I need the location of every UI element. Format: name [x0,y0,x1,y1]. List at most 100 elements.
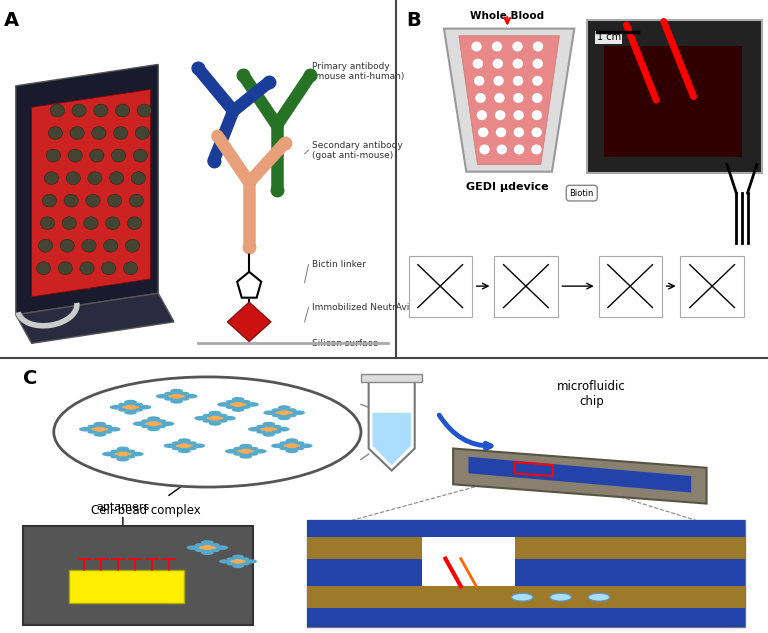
Circle shape [180,392,189,395]
Circle shape [108,194,122,207]
Text: Primary antibody
(mouse anti-human): Primary antibody (mouse anti-human) [313,62,405,81]
Text: G: G [346,591,356,604]
Circle shape [114,127,127,139]
Circle shape [50,104,65,117]
Circle shape [138,405,151,410]
Circle shape [82,239,96,252]
Circle shape [271,444,284,448]
FancyBboxPatch shape [598,256,662,316]
Circle shape [102,452,115,456]
Circle shape [253,449,266,454]
Circle shape [494,93,505,103]
Circle shape [287,408,296,411]
Polygon shape [444,28,574,172]
Ellipse shape [90,426,110,432]
Circle shape [203,414,212,417]
Circle shape [101,262,116,275]
Circle shape [104,239,118,252]
Circle shape [232,397,244,401]
Circle shape [48,127,62,139]
Polygon shape [227,302,271,342]
Circle shape [241,406,250,409]
Circle shape [88,430,97,434]
Text: S: S [538,541,547,554]
FancyBboxPatch shape [409,256,472,316]
Circle shape [108,427,121,432]
Circle shape [495,110,505,120]
Polygon shape [369,380,415,470]
Circle shape [241,557,250,560]
Circle shape [287,414,296,417]
Circle shape [210,549,220,552]
Circle shape [141,425,151,428]
Circle shape [513,93,524,103]
Circle shape [170,389,183,393]
Circle shape [209,421,221,425]
FancyBboxPatch shape [307,559,745,586]
Circle shape [134,403,143,406]
Circle shape [513,76,523,86]
Circle shape [477,110,487,120]
Polygon shape [372,413,411,465]
Circle shape [276,427,290,432]
Circle shape [79,427,92,432]
Circle shape [62,216,76,230]
FancyBboxPatch shape [307,520,745,537]
Circle shape [286,438,298,443]
Circle shape [124,410,137,415]
Ellipse shape [121,404,141,410]
Circle shape [91,127,106,139]
Circle shape [514,144,525,154]
Circle shape [492,59,503,68]
Text: B: B [407,11,422,30]
Circle shape [135,127,150,139]
Circle shape [233,447,243,450]
Circle shape [201,540,214,545]
Circle shape [227,562,235,565]
Circle shape [187,546,200,550]
Circle shape [170,399,183,404]
Circle shape [127,216,141,230]
Circle shape [241,562,250,565]
Circle shape [232,407,244,412]
Circle shape [295,447,304,450]
Circle shape [157,425,166,428]
Text: GEDI μdevice: GEDI μdevice [466,182,548,192]
Circle shape [118,408,127,411]
Circle shape [54,377,361,487]
Circle shape [532,76,543,86]
Circle shape [110,405,123,410]
FancyBboxPatch shape [422,559,515,586]
Circle shape [68,149,82,162]
Polygon shape [16,293,174,343]
Circle shape [64,194,78,207]
Circle shape [531,144,541,154]
Circle shape [184,394,197,399]
Text: sample: sample [51,13,80,34]
Circle shape [115,104,130,117]
Circle shape [157,419,166,423]
Circle shape [532,59,543,68]
Circle shape [111,449,120,453]
Circle shape [218,414,227,417]
Circle shape [531,110,542,120]
Circle shape [90,149,104,162]
Circle shape [164,398,174,401]
Circle shape [66,172,81,185]
Circle shape [94,422,106,427]
Circle shape [257,430,266,434]
Polygon shape [361,374,422,382]
Text: Whole Blood: Whole Blood [470,11,545,21]
Circle shape [45,172,58,185]
Circle shape [474,76,485,86]
Circle shape [156,394,169,399]
Circle shape [147,417,160,421]
Circle shape [531,127,542,137]
Circle shape [70,127,84,139]
Circle shape [272,425,281,428]
Circle shape [103,430,112,434]
Circle shape [272,414,281,417]
Circle shape [195,543,204,546]
Circle shape [106,216,120,230]
Circle shape [513,110,524,120]
